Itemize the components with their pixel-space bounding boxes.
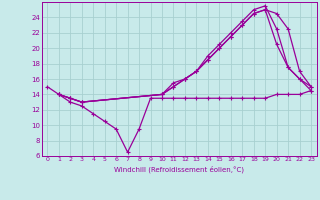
X-axis label: Windchill (Refroidissement éolien,°C): Windchill (Refroidissement éolien,°C) [114, 165, 244, 173]
